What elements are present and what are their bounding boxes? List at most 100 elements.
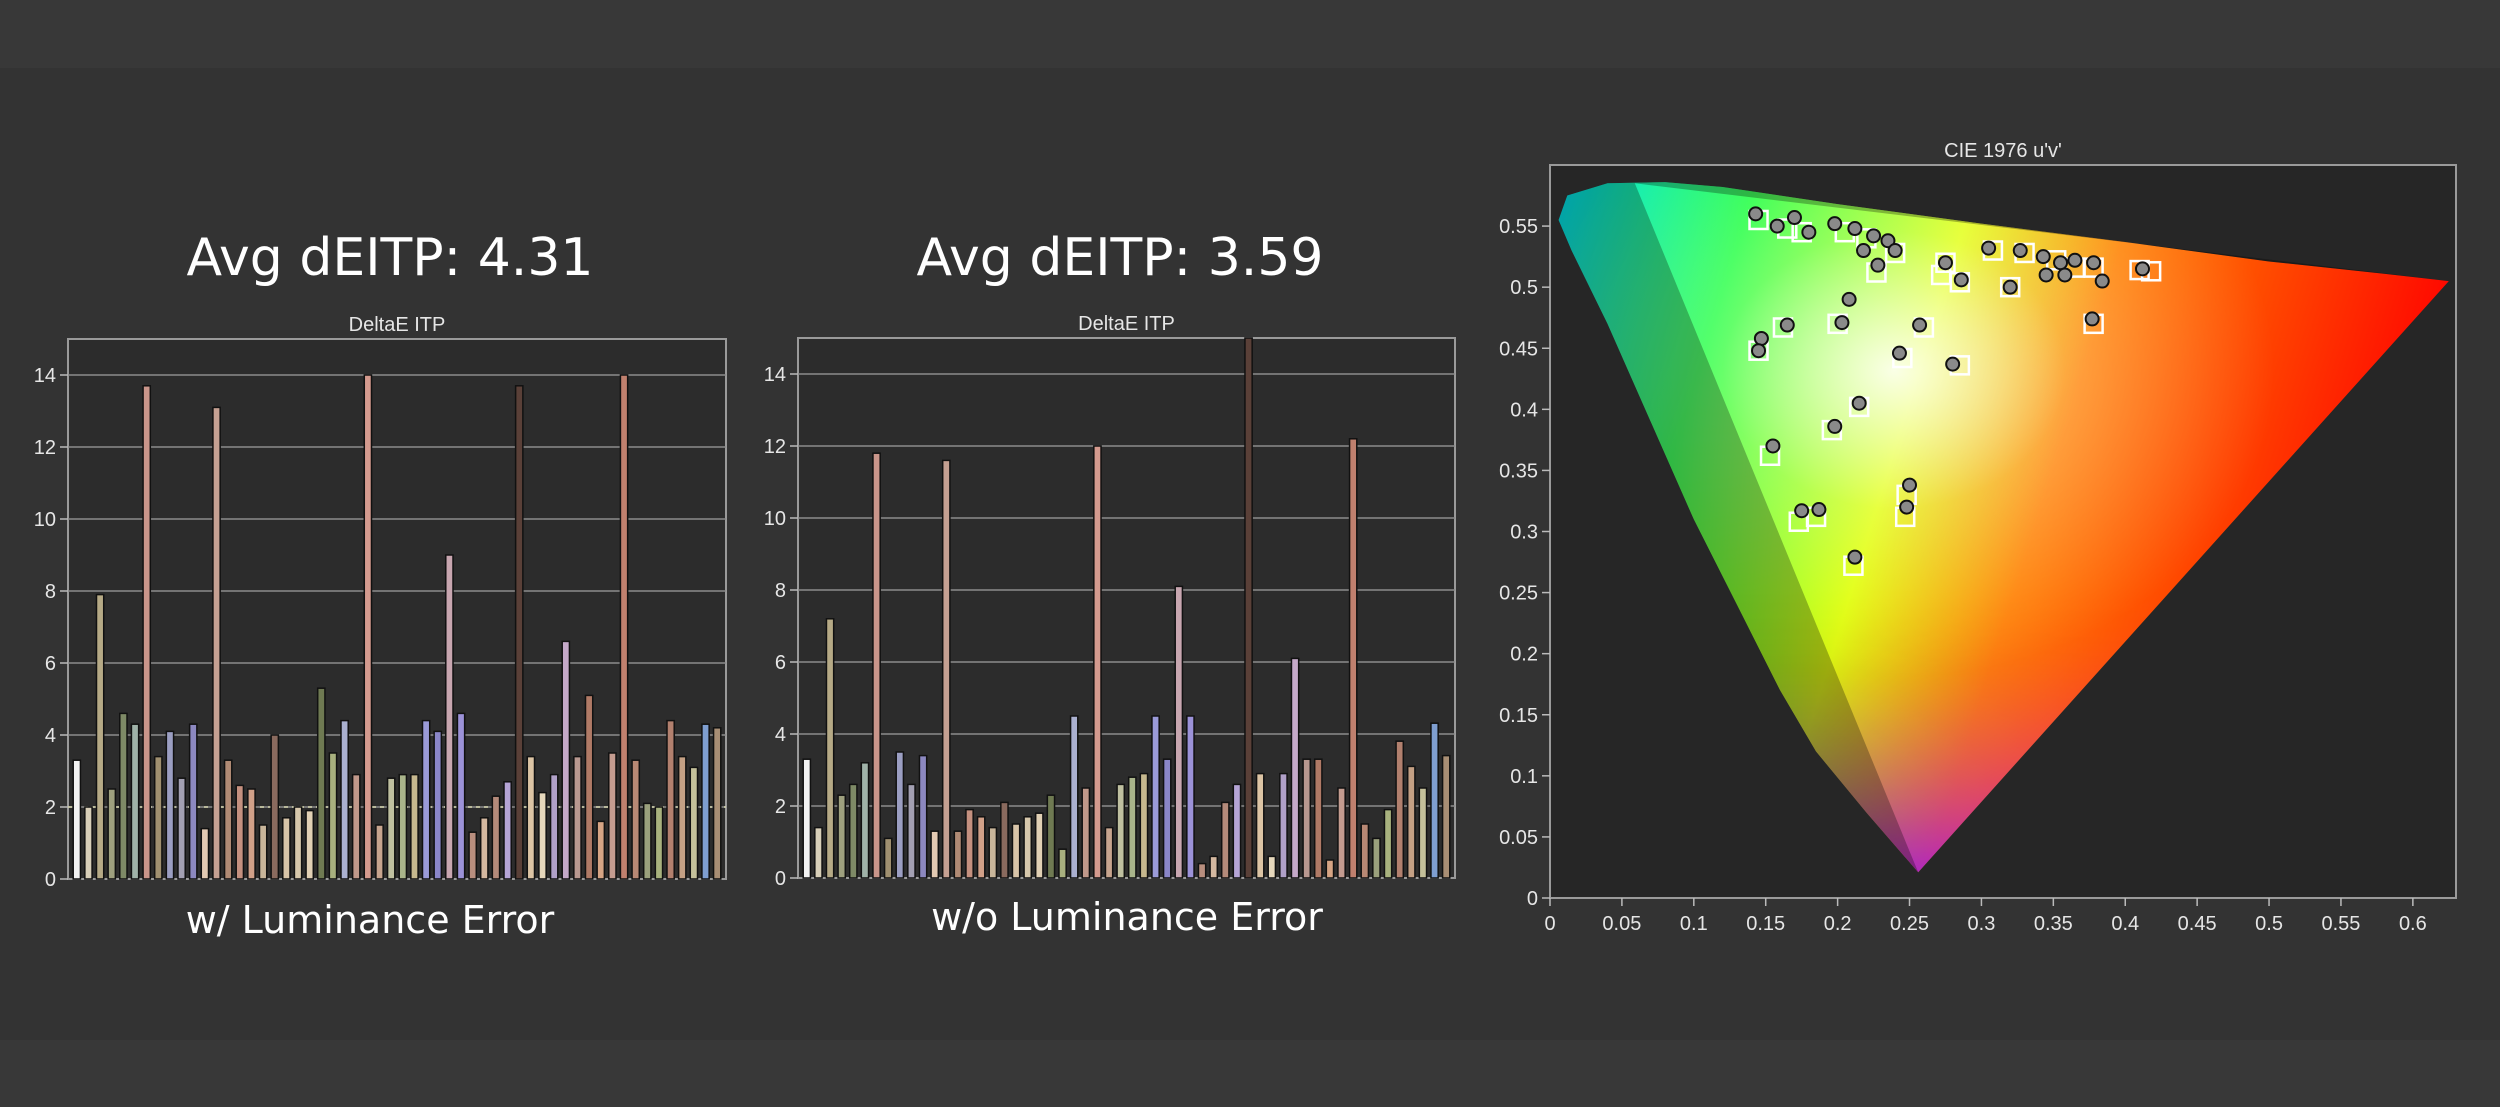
bar (95, 593, 105, 880)
bar (258, 824, 268, 880)
bar (1151, 715, 1160, 879)
measured-point (2035, 249, 2051, 265)
x-tick-label: 0.4 (2111, 913, 2139, 935)
bar (1441, 754, 1451, 879)
measured-point (1765, 438, 1781, 454)
bar (1430, 722, 1439, 879)
bar (1127, 776, 1137, 879)
y-tick-label: 0.35 (1499, 460, 1538, 482)
x-tick-label: 0.05 (1602, 913, 1641, 935)
bar (328, 752, 338, 880)
bar (814, 826, 823, 879)
measured-point (1751, 343, 1767, 359)
x-tick-label: 0.5 (2255, 913, 2283, 935)
bar (712, 727, 722, 880)
bar (1069, 715, 1079, 879)
bar (119, 712, 128, 880)
left-headline: Avg dEITP: 4.31 (186, 228, 594, 288)
bar (666, 719, 675, 880)
y-tick-label: 14 (764, 364, 786, 386)
middle-headline: Avg dEITP: 3.59 (916, 228, 1324, 288)
bar (1325, 859, 1335, 879)
chart-title: CIE 1976 u'v' (1944, 140, 2062, 162)
bar (1313, 758, 1323, 879)
bar (165, 730, 175, 880)
bottom-band (0, 1040, 2500, 1107)
measured-point (1753, 330, 1769, 346)
bar (1418, 787, 1428, 879)
bar (1406, 765, 1416, 879)
bar (631, 759, 641, 880)
cie-chart: CIE 1976 u'v' 0 0.05 0.1 0.15 0.2 0.25 0.3 0.35 0… (1499, 140, 2457, 935)
y-tick-label: 10 (34, 509, 56, 531)
bar (1290, 657, 1300, 879)
measured-point (2012, 243, 2028, 259)
deltae-chart-1: DeltaE ITP 0 2 4 6 8 10 12 14 (34, 314, 727, 891)
bar (270, 734, 280, 880)
y-tick-label: 4 (775, 724, 786, 746)
bar (941, 459, 951, 879)
measured-point (2038, 267, 2054, 283)
measured-point (2094, 273, 2110, 289)
x-tick-label: 0.1 (1680, 913, 1708, 935)
bar (177, 777, 186, 880)
bar (965, 808, 974, 879)
measured-point (1902, 477, 1918, 493)
bar (305, 809, 315, 880)
bar (1232, 783, 1242, 879)
chart-title: DeltaE ITP (1078, 313, 1175, 335)
bar (1186, 715, 1195, 879)
bar (825, 618, 835, 879)
y-tick-label: 0.25 (1499, 583, 1538, 605)
measured-point (1801, 224, 1817, 240)
bar (107, 788, 117, 880)
measured-point (1891, 345, 1907, 361)
y-tick-label: 0 (45, 869, 56, 891)
y-tick-label: 0.5 (1510, 277, 1538, 299)
bar (573, 755, 582, 880)
bar (410, 773, 419, 880)
y-tick-label: 0.15 (1499, 705, 1538, 727)
measured-point (1953, 272, 1969, 288)
y-tick-label: 4 (45, 725, 56, 747)
bar (689, 766, 699, 880)
measured-point (2067, 252, 2083, 268)
bar (1011, 823, 1021, 879)
bar (642, 802, 652, 880)
measured-point (1866, 228, 1882, 244)
bar (1348, 438, 1358, 879)
bar (1058, 848, 1067, 879)
x-tick-label: 0.3 (1968, 913, 1996, 935)
bar (561, 640, 571, 880)
bar (907, 783, 916, 879)
bar (654, 806, 664, 880)
y-tick-label: 0.1 (1510, 766, 1538, 788)
bar (1104, 826, 1114, 879)
y-tick-label: 0.4 (1510, 399, 1538, 421)
x-tick-label: 0.55 (2321, 913, 2360, 935)
bar (1360, 823, 1370, 879)
y-tick-label: 0 (1527, 888, 1538, 910)
bar (1395, 740, 1405, 879)
bar (1197, 862, 1207, 879)
bar (142, 385, 152, 880)
bar (130, 723, 140, 880)
top-band (0, 0, 2500, 68)
bar (1279, 772, 1288, 879)
bar (584, 694, 594, 880)
bar (375, 824, 384, 880)
measured-point (1945, 356, 1961, 372)
bar (514, 385, 524, 880)
bar (619, 374, 629, 880)
middle-caption: w/o Luminance Error (931, 895, 1323, 939)
measured-point (1827, 418, 1843, 434)
y-tick-label: 8 (775, 580, 786, 602)
bar (930, 830, 940, 879)
chart-title: DeltaE ITP (349, 314, 446, 336)
x-tick-label: 0.2 (1824, 913, 1852, 935)
bar (596, 820, 606, 880)
measured-point (2053, 255, 2069, 271)
measured-point (1794, 503, 1810, 519)
bar (247, 788, 256, 880)
